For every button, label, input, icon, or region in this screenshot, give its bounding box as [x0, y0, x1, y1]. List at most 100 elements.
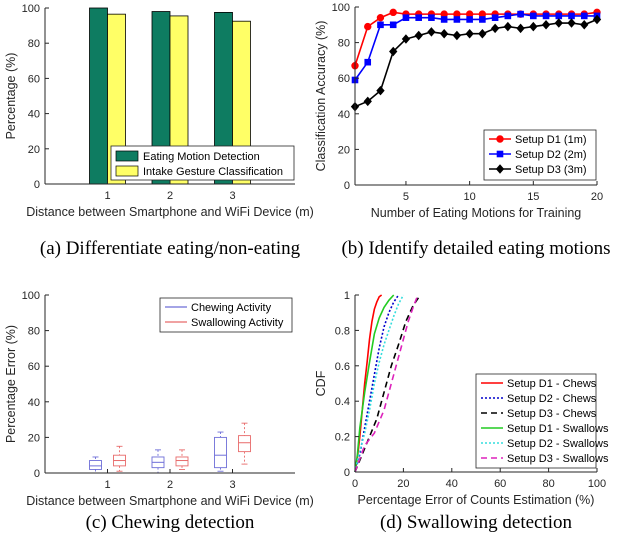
series-line — [354, 294, 395, 473]
chart-caption: (c) Chewing detection — [86, 512, 255, 533]
chart-caption: (d) Swallowing detection — [380, 512, 573, 533]
legend-label: Setup D2 - Chews — [507, 393, 597, 405]
x-axis-label: Distance between Smartphone and WiFi Dev… — [26, 494, 314, 508]
legend-label: Setup D1 - Swallows — [507, 423, 609, 435]
data-point — [440, 16, 448, 23]
x-tick-label: 1 — [104, 190, 110, 202]
data-point — [452, 30, 462, 41]
data-point — [428, 14, 435, 21]
chart-d: 0 20 40 60 80 100 0 0.2 0.4 0.6 0.8 1 Percentage Err… — [314, 290, 609, 507]
data-point — [496, 150, 504, 158]
data-point — [439, 28, 449, 39]
series-line — [354, 294, 405, 473]
legend-label: Swallowing Activity — [191, 317, 284, 329]
y-tick-label: 1 — [344, 290, 350, 302]
box — [89, 460, 102, 470]
data-point — [490, 23, 500, 34]
data-point — [453, 16, 461, 23]
legend-label: Setup D3 (3m) — [515, 164, 587, 176]
x-axis-label: Distance between Smartphone and WiFi Dev… — [26, 205, 314, 219]
bar — [89, 7, 108, 185]
y-tick-label: 0 — [344, 180, 350, 192]
legend-label: Setup D2 (2m) — [515, 149, 587, 161]
data-point — [401, 34, 411, 44]
data-point — [479, 16, 486, 23]
data-point — [503, 21, 513, 32]
y-tick-label: 0.4 — [335, 396, 350, 408]
data-point — [363, 96, 372, 107]
chart-caption: (b) Identify detailed eating motions — [341, 238, 610, 259]
data-point — [389, 21, 397, 29]
data-point — [542, 12, 550, 20]
chart-a: 1 2 3 0 20 40 60 80 100 Distance between Smartpho… — [4, 3, 314, 219]
y-axis-label: Percentage (%) — [4, 53, 18, 140]
data-point — [478, 28, 487, 39]
legend-label: Intake Gesture Classification — [143, 166, 283, 178]
data-point — [364, 22, 372, 31]
legend-label: Setup D2 - Swallows — [507, 438, 609, 450]
data-point — [491, 14, 499, 21]
data-point — [530, 12, 537, 20]
data-point — [376, 85, 385, 96]
data-point — [516, 23, 525, 34]
x-tick-label: 40 — [446, 478, 458, 490]
x-tick-label: 2 — [167, 479, 173, 491]
legend-label: Chewing Activity — [191, 302, 272, 314]
data-point — [504, 12, 512, 20]
data-point — [466, 16, 473, 23]
x-tick-label: 2 — [167, 190, 173, 202]
data-point — [554, 18, 563, 28]
y-tick-label: 100 — [22, 290, 40, 302]
legend-swatch — [115, 150, 139, 162]
x-tick-label: 3 — [229, 479, 235, 491]
data-point — [495, 164, 505, 174]
legend-label: Setup D3 - Swallows — [507, 453, 609, 465]
x-axis-label: Percentage Error of Counts Estimation (%… — [358, 493, 595, 507]
y-tick-label: 0.6 — [335, 361, 350, 373]
chart-b: 5 10 15 20 0 20 40 60 80 100 Number of Eating Moti… — [314, 2, 603, 220]
y-axis-label: Percentage Error (%) — [4, 325, 18, 443]
data-point — [580, 20, 589, 30]
data-point — [465, 28, 474, 39]
data-point — [567, 18, 576, 28]
x-tick-label: 5 — [403, 191, 409, 203]
x-tick-label: 3 — [229, 190, 235, 202]
series-line — [354, 294, 419, 473]
box — [214, 436, 227, 469]
y-axis-label: Classification Accuracy (%) — [314, 21, 328, 172]
y-tick-label: 40 — [28, 397, 40, 409]
y-tick-label: 0.2 — [335, 432, 350, 444]
series-line — [354, 294, 400, 473]
y-axis-label: CDF — [314, 370, 328, 396]
y-tick-label: 60 — [28, 73, 40, 85]
data-point — [376, 13, 385, 22]
y-tick-label: 80 — [338, 38, 350, 50]
data-point — [580, 12, 588, 20]
legend-swatch — [115, 165, 139, 177]
series-line — [354, 18, 598, 108]
legend-box — [110, 145, 295, 181]
x-tick-label: 1 — [104, 479, 110, 491]
data-point — [529, 21, 538, 32]
box — [238, 435, 251, 453]
data-point — [377, 21, 384, 29]
y-tick-label: 0.8 — [335, 325, 350, 337]
y-tick-label: 40 — [28, 109, 40, 121]
y-tick-label: 0 — [344, 467, 350, 479]
y-tick-label: 40 — [338, 109, 350, 121]
data-point — [402, 14, 410, 21]
legend-label: Eating Motion Detection — [143, 151, 260, 163]
y-tick-label: 0 — [34, 179, 40, 191]
legend-label: Setup D1 - Chews — [507, 378, 597, 390]
data-point — [414, 30, 423, 41]
y-tick-label: 20 — [28, 144, 40, 156]
data-point — [568, 12, 575, 20]
legend-label: Setup D1 (1m) — [515, 134, 587, 146]
y-tick-label: 100 — [332, 2, 350, 14]
y-tick-label: 80 — [28, 38, 40, 50]
x-tick-label: 0 — [352, 478, 358, 490]
y-tick-label: 100 — [22, 3, 40, 15]
chart-c: 1 2 3 0 20 40 60 80 100 Distance between Smartpho… — [4, 290, 314, 508]
y-tick-label: 20 — [338, 144, 350, 156]
data-point — [496, 135, 504, 143]
